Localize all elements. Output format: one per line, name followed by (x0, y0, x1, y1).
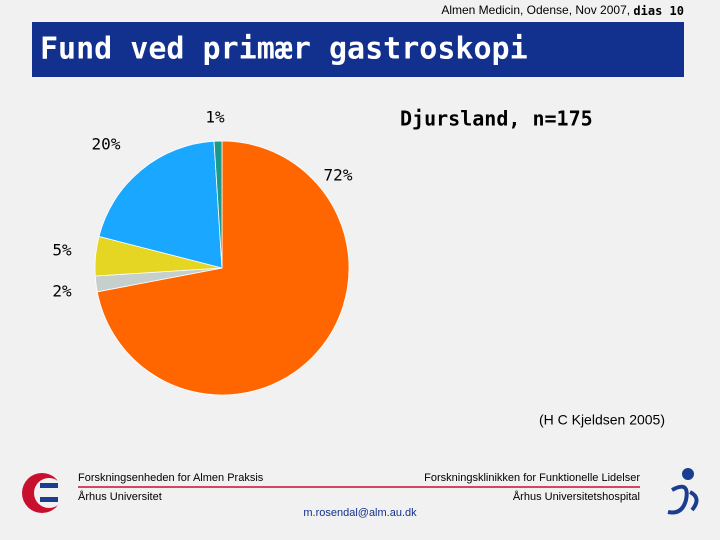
pie: 72% 2% 5% 20% 1% (52, 108, 353, 396)
header-text: Almen Medicin, Odense, Nov 2007, (441, 3, 633, 17)
data-label: 20% (92, 135, 121, 154)
footer-left-bottom: Århus Universitet (78, 490, 162, 503)
source: (H C Kjeldsen 2005) (539, 412, 665, 428)
pie-slice (98, 140, 223, 269)
chart-title: Djursland, n=175 (400, 107, 593, 131)
data-label: 1% (205, 108, 225, 127)
data-label: 72% (324, 166, 353, 185)
footer-right-bottom: Århus Universitetshospital (513, 490, 640, 503)
pie-slice (96, 140, 350, 396)
title-bar (32, 22, 684, 77)
logo-right (667, 468, 699, 515)
header-bold: dias 10 (633, 4, 684, 18)
data-label: 5% (52, 241, 72, 260)
data-label: 2% (52, 282, 72, 301)
pie-slice (213, 140, 223, 269)
header: Almen Medicin, Odense, Nov 2007, dias 10 (441, 3, 684, 17)
slide-title: Fund ved primær gastroskopi (40, 32, 528, 67)
footer-email: m.rosendal@alm.au.dk (303, 507, 417, 519)
logo-left (22, 473, 64, 513)
footer-left-top: Forskningsenheden for Almen Praksis (78, 472, 264, 484)
footer-right-top: Forskningsklinikken for Funktionelle Lid… (424, 472, 640, 484)
